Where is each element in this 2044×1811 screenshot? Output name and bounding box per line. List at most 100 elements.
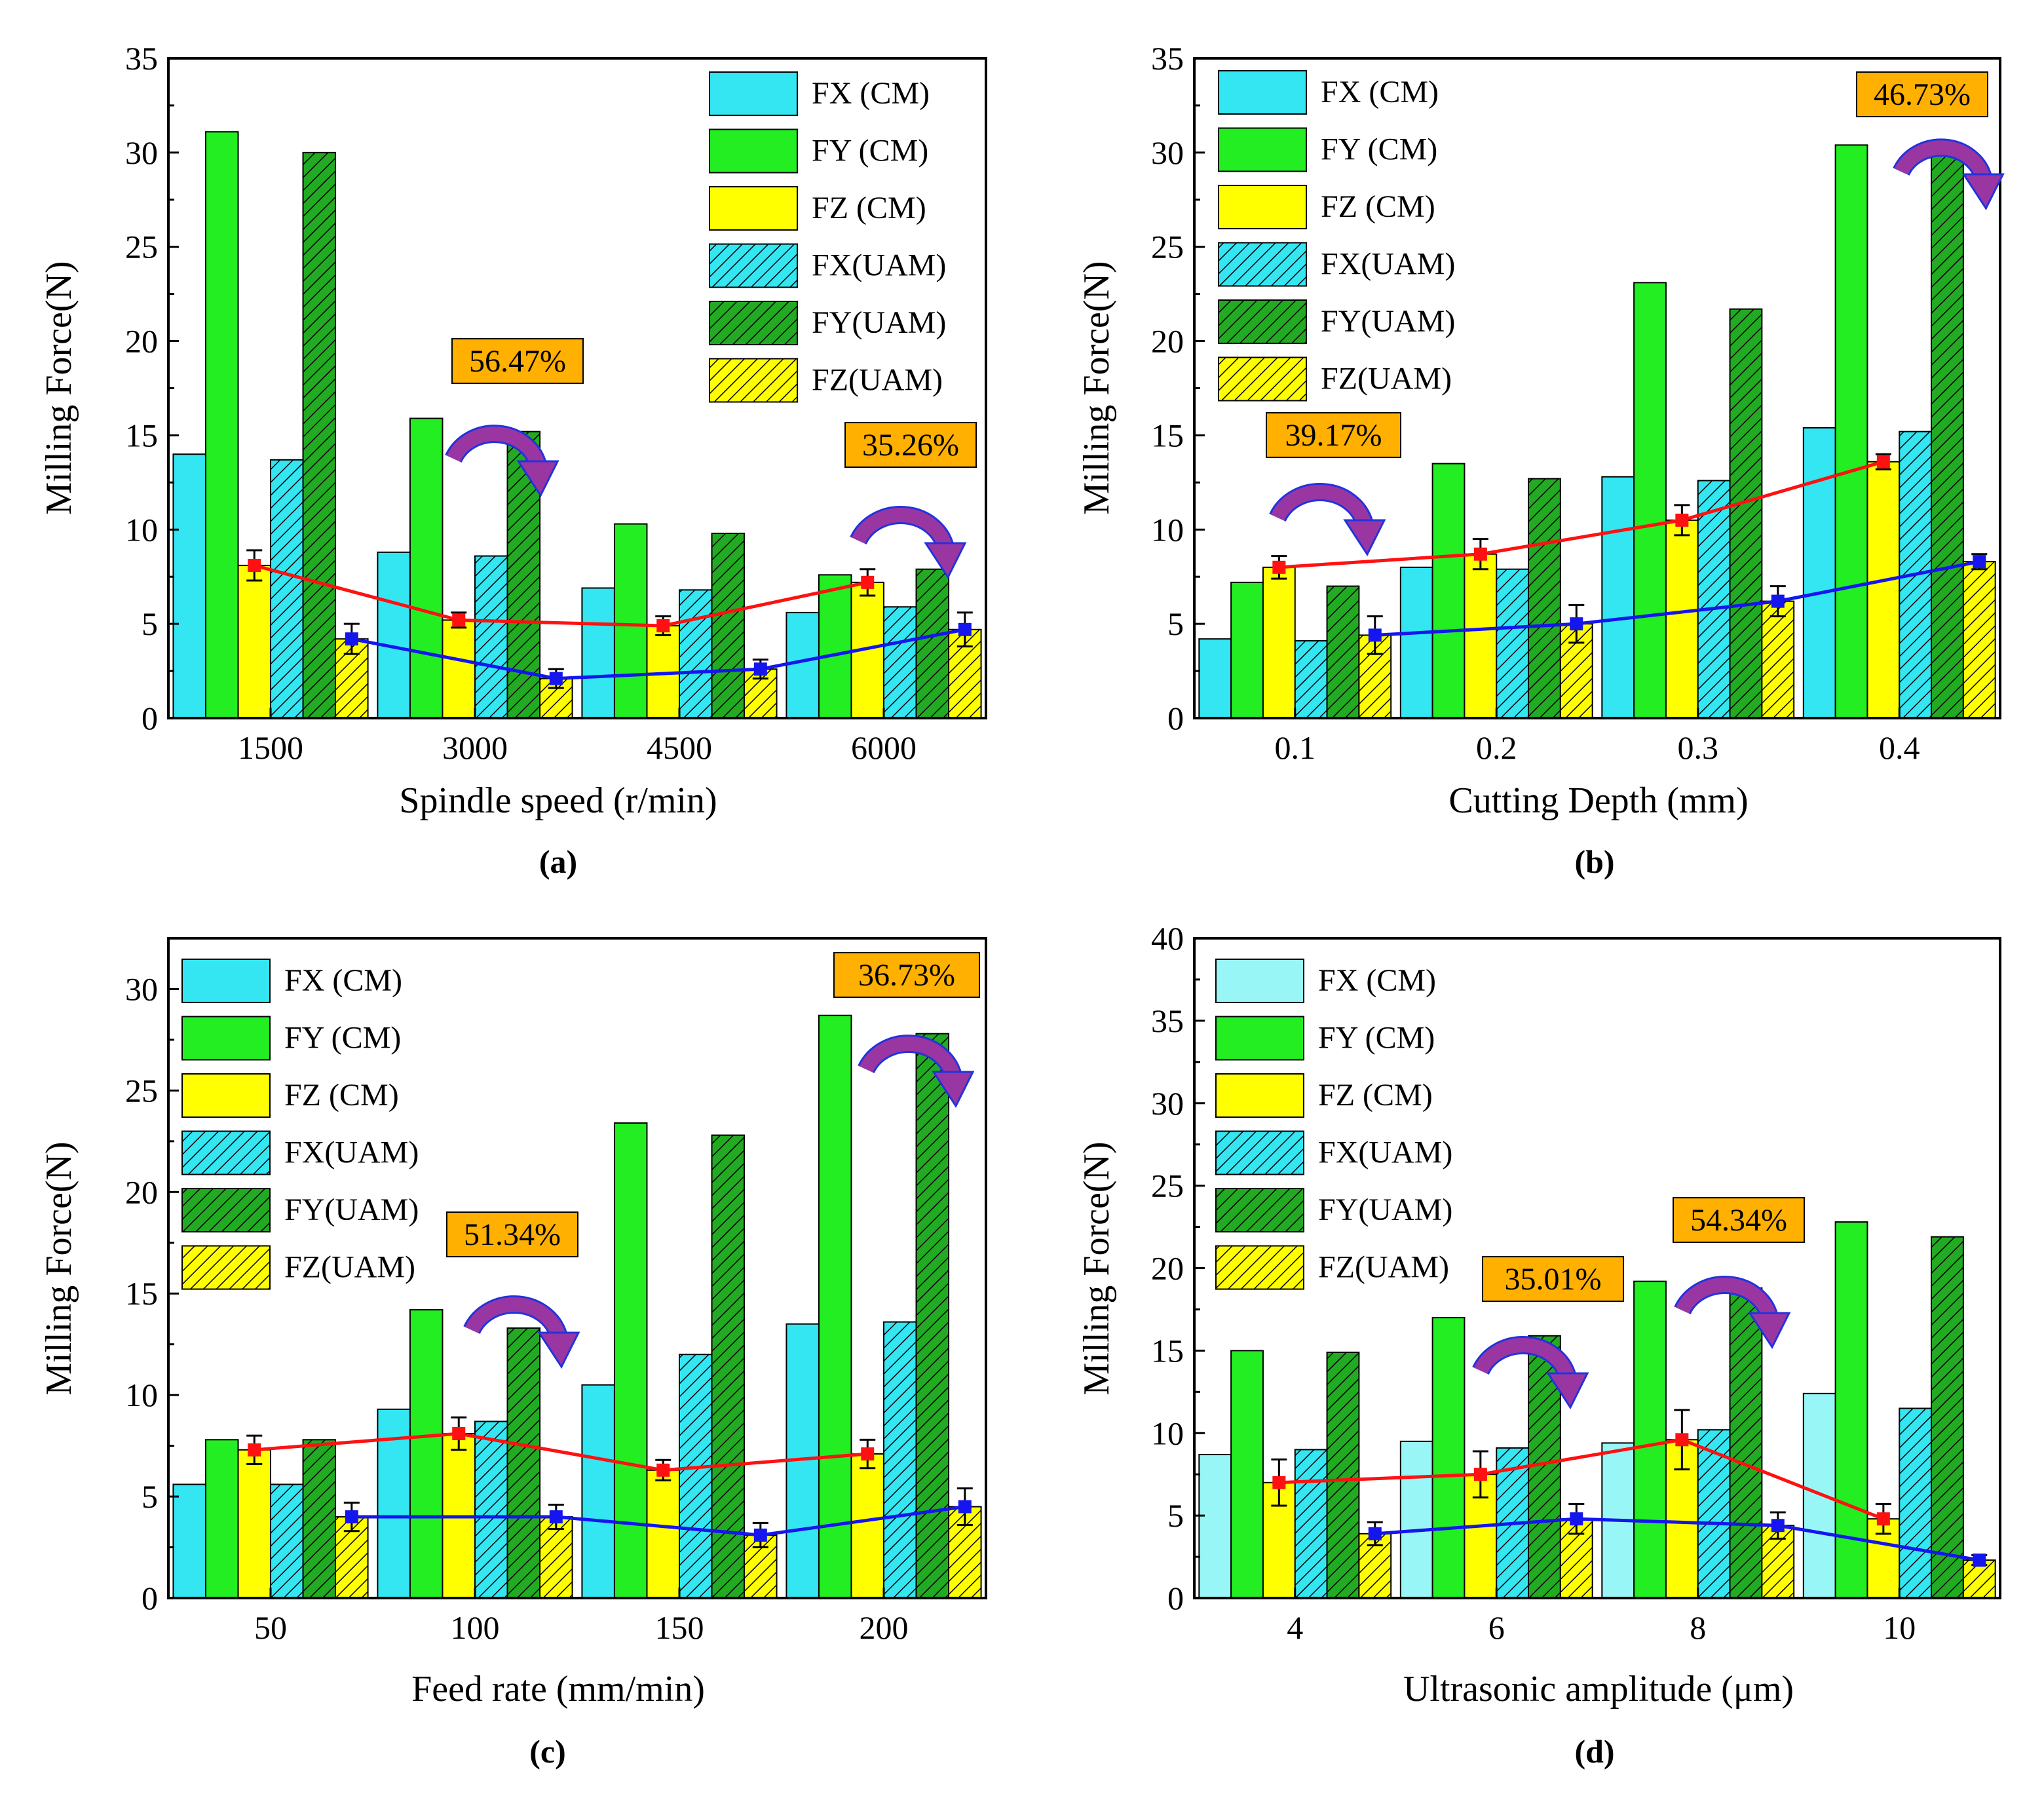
y-tick-label-b: 10 — [1151, 511, 1184, 548]
data-point-marker-d — [1771, 1519, 1785, 1533]
y-tick-label-c: 20 — [125, 1173, 158, 1210]
bar-fy-cm-c — [613, 1122, 648, 1599]
annotation-box — [1266, 412, 1401, 458]
y-tick-label-b: 0 — [1167, 700, 1184, 736]
trend-lines-c — [246, 1416, 973, 1549]
bar-fz-cm-c — [646, 1469, 681, 1599]
bar-fx-cm-d — [1399, 1440, 1433, 1599]
bar-fx-uam-a — [883, 606, 917, 719]
trend-line-fz-uam-b — [1374, 560, 1980, 637]
annotation-percent: 46.73% — [1874, 77, 1971, 112]
bar-fx-uam-d — [1294, 1449, 1328, 1599]
arrow-head-icon — [1961, 173, 2005, 211]
bar-fz-uam-b — [1962, 561, 1996, 719]
legend-label-fz-cm: FZ (CM) — [1318, 1078, 1433, 1113]
legend-label-fy-uam: FY(UAM) — [812, 305, 946, 340]
arrow-head-icon — [1748, 1312, 1791, 1350]
y-tick-label-a: 15 — [125, 417, 158, 453]
bar-fy-uam-d — [1931, 1236, 1964, 1599]
x-axis-title-b: Cutting Depth (mm) — [1448, 780, 1748, 821]
bar-fx-cm-a — [172, 453, 206, 719]
legend-label-fx-uam: FX(UAM) — [284, 1135, 419, 1170]
bar-fx-cm-b — [1601, 476, 1635, 719]
legend-swatch-fy-cm — [181, 1016, 271, 1061]
y-tick-label-b: 5 — [1167, 605, 1184, 642]
y-tick-label-d: 0 — [1167, 1580, 1184, 1616]
bar-fx-uam-a — [270, 459, 304, 719]
x-tick-label-d: 10 — [1883, 1609, 1916, 1646]
x-axis-title-c: Feed rate (mm/min) — [411, 1669, 705, 1709]
data-point-marker-b — [1876, 455, 1890, 468]
trend-line-fz-uam-d — [1374, 1517, 1980, 1562]
data-point-marker-a — [656, 619, 670, 633]
bar-fx-uam-b — [1294, 640, 1328, 719]
y-tick-label-a: 20 — [125, 323, 158, 360]
x-tick-label-c: 150 — [655, 1609, 704, 1646]
y-axis-b: 0 5 10 15 20 25 30 35 — [1151, 40, 1205, 736]
x-tick-label-c: 50 — [254, 1609, 287, 1646]
legend-label-fz-uam: FZ(UAM) — [284, 1250, 415, 1285]
bar-fy-cm-d — [1431, 1317, 1466, 1599]
bar-fy-uam-c — [711, 1134, 746, 1599]
bar-fy-cm-b — [1230, 581, 1264, 719]
panel-label-c: (c) — [529, 1733, 566, 1770]
bar-fy-uam-d — [1729, 1287, 1763, 1599]
arrow-head-icon — [1546, 1372, 1589, 1410]
data-point-marker-c — [549, 1510, 563, 1524]
bar-fx-cm-d — [1198, 1453, 1232, 1599]
bar-fx-cm-c — [172, 1483, 206, 1599]
bar-fx-cm-d — [1802, 1392, 1836, 1599]
bar-fy-cm-a — [818, 574, 852, 719]
x-tick-label-d: 6 — [1488, 1609, 1505, 1646]
y-tick-label-a: 0 — [142, 700, 158, 736]
bar-fx-uam-b — [1697, 480, 1731, 719]
data-point-marker-a — [248, 558, 261, 572]
y-tick-label-d: 35 — [1151, 1002, 1184, 1039]
bar-fy-cm-c — [204, 1439, 239, 1599]
bar-fy-uam-b — [1931, 146, 1964, 719]
y-tick-label-d: 10 — [1151, 1415, 1184, 1451]
curved-arrow-icon — [447, 427, 545, 468]
legend-label-fy-cm: FY (CM) — [1318, 1021, 1435, 1056]
legend-swatch-fz-uam — [181, 1245, 271, 1290]
legend-swatch-fz-uam — [1215, 1245, 1304, 1290]
legend-swatch-fz-cm — [181, 1073, 271, 1118]
y-tick-label-c: 30 — [125, 970, 158, 1007]
y-axis-title-c: Milling Force(N) — [39, 1141, 79, 1395]
annotation-box — [833, 952, 980, 998]
legend-label-fy-uam: FY(UAM) — [284, 1192, 419, 1227]
y-tick-label-d: 5 — [1167, 1497, 1184, 1534]
bar-fx-uam-a — [679, 589, 713, 719]
data-point-marker-c — [861, 1447, 875, 1461]
legend-swatch-fx-uam — [181, 1130, 271, 1175]
bar-fx-uam-c — [883, 1321, 917, 1599]
annotation-box — [844, 422, 977, 468]
bar-fy-uam-a — [915, 568, 950, 719]
y-tick-label-b: 20 — [1151, 323, 1184, 360]
arrow-head-icon — [537, 1331, 580, 1369]
y-axis-title-a: Milling Force(N) — [39, 261, 79, 514]
legend-label-fz-cm: FZ (CM) — [1321, 189, 1435, 224]
annotation-box — [1856, 71, 1988, 117]
curved-arrow-icon — [465, 1297, 566, 1339]
annotation-box — [1482, 1256, 1624, 1302]
data-point-marker-c — [248, 1443, 261, 1457]
trend-line-fz-uam-c — [351, 1505, 966, 1537]
trend-line-fz-uam-a — [351, 628, 966, 681]
legend-label-fz-cm: FZ (CM) — [812, 191, 926, 225]
legend-label-fy-cm: FY (CM) — [284, 1021, 401, 1056]
legend-label-fx-uam: FX(UAM) — [1321, 247, 1455, 282]
annotation-box — [451, 338, 584, 384]
data-point-marker-b — [1771, 594, 1785, 608]
bar-fy-cm-a — [204, 131, 239, 719]
bar-fx-cm-c — [581, 1384, 615, 1599]
x-axis-b: 0.1 0.2 0.3 0.4 — [1275, 708, 1920, 766]
y-tick-label-d: 15 — [1151, 1332, 1184, 1369]
legend-label-fx-cm: FX (CM) — [812, 76, 930, 111]
bar-fz-cm-b — [1665, 519, 1699, 719]
curved-arrow-icon — [1271, 484, 1372, 527]
bar-fy-uam-c — [302, 1439, 337, 1599]
bar-fy-uam-c — [915, 1033, 950, 1599]
y-tick-label-c: 15 — [125, 1275, 158, 1312]
y-tick-label-c: 10 — [125, 1377, 158, 1413]
